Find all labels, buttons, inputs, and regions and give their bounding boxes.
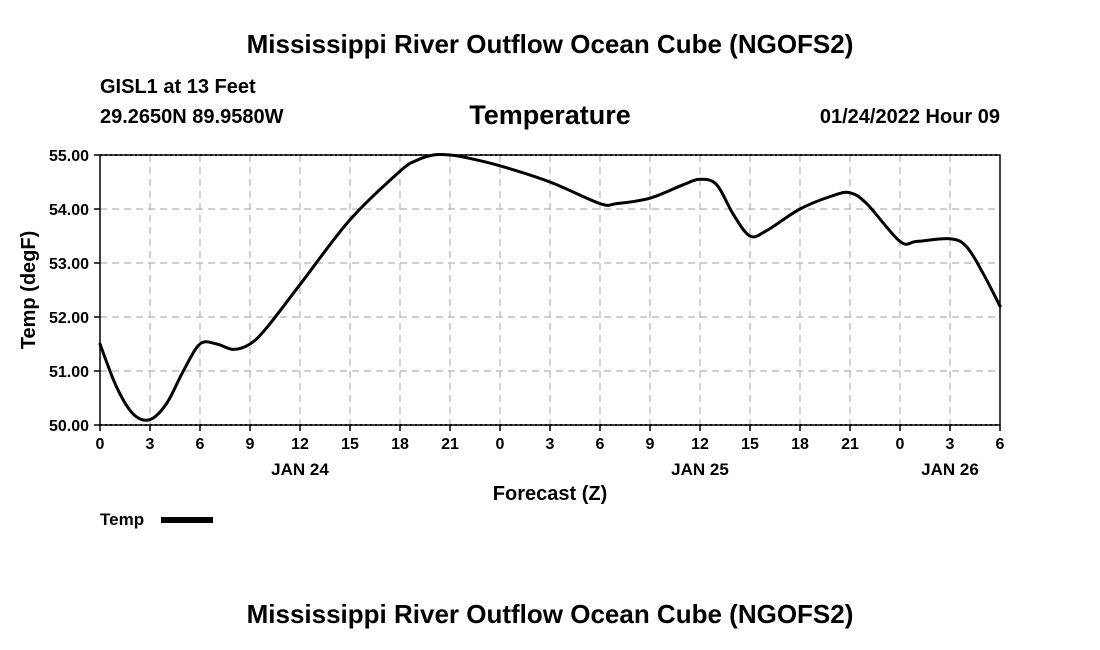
x-tick-label: 12 (291, 436, 309, 453)
x-tick-label: 3 (146, 436, 155, 453)
footer-title: Mississippi River Outflow Ocean Cube (NG… (246, 599, 854, 629)
chart-title: Mississippi River Outflow Ocean Cube (NG… (246, 29, 854, 59)
datetime-label: 01/24/2022 Hour 09 (819, 106, 1000, 128)
x-axis-ticks: 0 3 6 9 12 15 18 21 0 3 6 9 12 15 18 21 0 3 6 (96, 425, 1005, 453)
x-tick-label: 3 (946, 436, 955, 453)
legend-entry-temp: Temp (100, 510, 144, 529)
x-tick-label: 3 (546, 436, 555, 453)
variable-title: Temperature (469, 100, 631, 130)
x-tick-label: 21 (841, 436, 859, 453)
x-tick-label: 9 (646, 436, 655, 453)
y-tick-label: 54.00 (49, 202, 89, 219)
x-tick-label: 0 (496, 436, 505, 453)
x-tick-label: 21 (441, 436, 459, 453)
y-tick-label: 50.00 (49, 418, 89, 435)
x-tick-label: 0 (96, 436, 105, 453)
y-axis-label: Temp (degF) (18, 231, 40, 350)
y-tick-label: 51.00 (49, 364, 89, 381)
x-tick-label: 18 (391, 436, 409, 453)
x-tick-label: 9 (246, 436, 255, 453)
x-tick-label: 6 (996, 436, 1005, 453)
day-label: JAN 26 (921, 460, 979, 479)
y-tick-label: 52.00 (49, 310, 89, 327)
day-label: JAN 25 (671, 460, 729, 479)
legend-swatch-temp (161, 517, 213, 523)
y-tick-label: 53.00 (49, 256, 89, 273)
coordinates-label: 29.2650N 89.9580W (100, 106, 284, 128)
day-label: JAN 24 (271, 460, 329, 479)
x-tick-label: 15 (741, 436, 759, 453)
temp-series-line (98, 152, 1002, 422)
day-labels: JAN 24 JAN 25 JAN 26 (271, 460, 979, 479)
grid (100, 155, 1000, 425)
x-axis-label: Forecast (Z) (493, 483, 607, 505)
y-axis-ticks: 50.00 51.00 52.00 53.00 54.00 55.00 (49, 148, 100, 435)
x-tick-label: 0 (896, 436, 905, 453)
station-label: GISL1 at 13 Feet (100, 76, 256, 98)
x-tick-label: 18 (791, 436, 809, 453)
x-tick-label: 6 (196, 436, 205, 453)
x-tick-label: 12 (691, 436, 709, 453)
x-tick-label: 6 (596, 436, 605, 453)
x-tick-label: 15 (341, 436, 359, 453)
y-tick-label: 55.00 (49, 148, 89, 165)
